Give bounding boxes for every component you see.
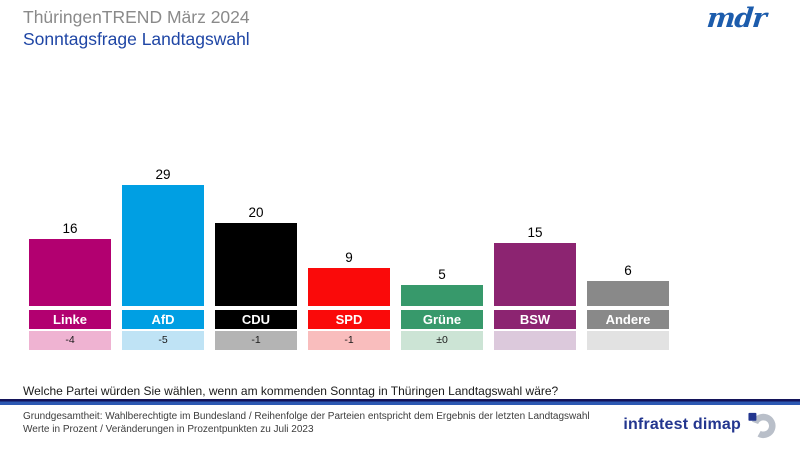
- source-note: Grundgesamtheit: Wahlberechtigte im Bund…: [23, 411, 590, 436]
- bar-value-label: 29: [155, 167, 171, 183]
- bar-area: 29: [122, 167, 204, 306]
- change-value-label: -5: [122, 331, 204, 350]
- change-value-label: -1: [215, 331, 297, 350]
- party-name-label: Linke: [29, 310, 111, 329]
- source-note-line2: Werte in Prozent / Veränderungen in Proz…: [23, 423, 314, 435]
- party-name-label: CDU: [215, 310, 297, 329]
- bar-grüne: [401, 285, 483, 306]
- bar-value-label: 5: [438, 267, 446, 283]
- bar-spd: [308, 268, 390, 306]
- bar-andere: [587, 280, 669, 306]
- bar-area: 20: [215, 167, 297, 306]
- bar-column-bsw: 15 BSW: [494, 167, 576, 350]
- bar-cdu: [215, 222, 297, 306]
- bar-area: 9: [308, 167, 390, 306]
- bar-column-grüne: 5 Grüne ±0: [401, 167, 483, 350]
- page-title: ThüringenTREND März 2024: [23, 7, 250, 27]
- bar-column-afd: 29 AfD -5: [122, 167, 204, 350]
- bar-column-cdu: 20 CDU -1: [215, 167, 297, 350]
- bar-area: 6: [587, 167, 669, 306]
- party-name-label: SPD: [308, 310, 390, 329]
- bar-value-label: 20: [248, 204, 264, 220]
- bar-value-label: 9: [345, 250, 353, 266]
- change-value-label: [587, 331, 669, 350]
- bar-afd: [122, 185, 204, 306]
- bar-linke: [29, 239, 111, 306]
- mdr-logo: mdr: [705, 3, 768, 34]
- divider-rule: [0, 399, 800, 405]
- change-value-label: ±0: [401, 331, 483, 350]
- party-name-label: Grüne: [401, 310, 483, 329]
- bar-value-label: 16: [62, 221, 78, 237]
- page-subtitle: Sonntagsfrage Landtagswahl: [23, 29, 250, 49]
- bar-area: 15: [494, 167, 576, 306]
- change-value-label: -4: [29, 331, 111, 350]
- party-name-label: BSW: [494, 310, 576, 329]
- infratest-dimap-logo-text: infratest dimap: [623, 416, 741, 433]
- bar-area: 16: [29, 167, 111, 306]
- bar-value-label: 6: [624, 262, 632, 278]
- bar-bsw: [494, 243, 576, 306]
- survey-question: Welche Partei würden Sie wählen, wenn am…: [23, 384, 559, 398]
- infratest-dimap-ring-icon: [748, 412, 776, 439]
- bar-chart: 16 Linke -4 29 AfD -5 20 CDU -1 9 SPD -1 5 Grüne ±0 15 B…: [29, 167, 669, 350]
- change-value-label: -1: [308, 331, 390, 350]
- bar-column-linke: 16 Linke -4: [29, 167, 111, 350]
- bar-area: 5: [401, 167, 483, 306]
- bar-value-label: 15: [527, 225, 543, 241]
- bar-column-andere: 6 Andere: [587, 167, 669, 350]
- change-value-label: [494, 331, 576, 350]
- party-name-label: Andere: [587, 310, 669, 329]
- party-name-label: AfD: [122, 310, 204, 329]
- source-note-line1: Grundgesamtheit: Wahlberechtigte im Bund…: [23, 411, 590, 422]
- bar-column-spd: 9 SPD -1: [308, 167, 390, 350]
- infratest-dimap-logo: infratest dimap: [623, 411, 776, 439]
